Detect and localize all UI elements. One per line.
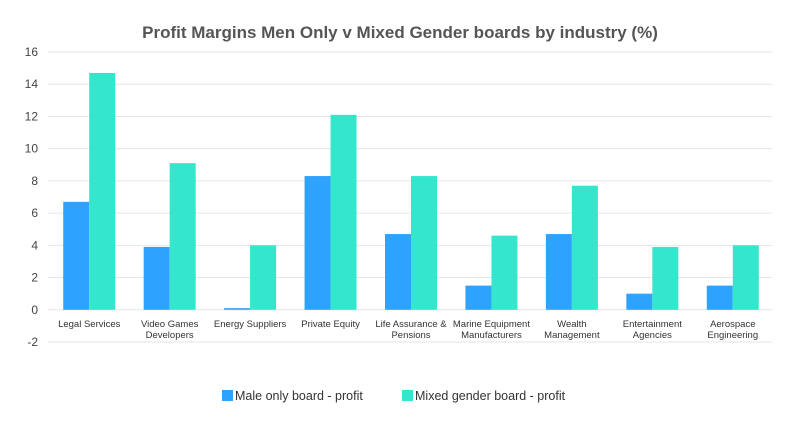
bar-mixed-gender[interactable] [89,72,116,310]
x-tick-label: Energy Suppliers [214,319,287,330]
chart-title: Profit Margins Men Only v Mixed Gender b… [142,23,658,42]
bar-male-only[interactable] [143,246,170,310]
y-tick-label: 4 [31,238,38,252]
legend-swatch [222,390,233,401]
x-tick-label: Wealth Management [544,319,600,341]
legend[interactable]: Male only board - profit Mixed gender boa… [222,389,566,403]
bar-male-only[interactable] [304,176,331,310]
bar-male-only[interactable] [63,201,90,310]
bar-male-only[interactable] [626,293,653,310]
bar-mixed-gender[interactable] [571,185,598,310]
y-tick-label: 12 [25,109,39,123]
bar-male-only[interactable] [385,234,411,310]
y-tick-label: 2 [31,271,38,285]
x-tick-label: Aerospace Engineering [707,319,758,341]
y-axis-ticks: -2 0 2 4 6 8 10 12 14 16 [25,45,39,349]
bar-mixed-gender[interactable] [652,246,679,310]
legend-label: Male only board - profit [235,389,363,403]
y-tick-label: 8 [31,174,38,188]
bar-mixed-gender[interactable] [169,163,196,310]
legend-label: Mixed gender board - profit [415,389,566,403]
bar-male-only[interactable] [465,285,492,310]
legend-item[interactable]: Mixed gender board - profit [402,389,566,403]
y-tick-label: 14 [25,77,39,91]
bar-mixed-gender[interactable] [491,235,518,310]
y-tick-label: -2 [27,335,38,349]
bar-mixed-gender[interactable] [732,245,759,310]
bar-male-only[interactable] [545,234,572,310]
bar-male-only[interactable] [706,285,733,310]
x-tick-label: Private Equity [301,319,360,330]
y-tick-label: 16 [25,45,39,59]
bar-male-only[interactable] [224,308,251,310]
x-tick-label: Marine Equipment Manufacturers [453,319,530,341]
bar-mixed-gender[interactable] [330,114,357,310]
x-tick-label: Life Assurance & Pensions [375,319,447,341]
x-tick-label: Video Games Developers [141,319,199,341]
x-axis-labels: Legal Services Video Games Developers Energ… [58,319,758,341]
y-tick-label: 0 [31,303,38,317]
bar-mixed-gender[interactable] [411,176,437,310]
x-tick-label: Entertainment Agencies [623,319,683,341]
y-tick-label: 6 [31,206,38,220]
bar-mixed-gender[interactable] [250,245,277,310]
bars [63,72,759,310]
x-tick-label: Legal Services [58,319,121,330]
legend-item[interactable]: Male only board - profit [222,389,363,403]
legend-swatch [402,390,413,401]
y-tick-label: 10 [25,142,39,156]
